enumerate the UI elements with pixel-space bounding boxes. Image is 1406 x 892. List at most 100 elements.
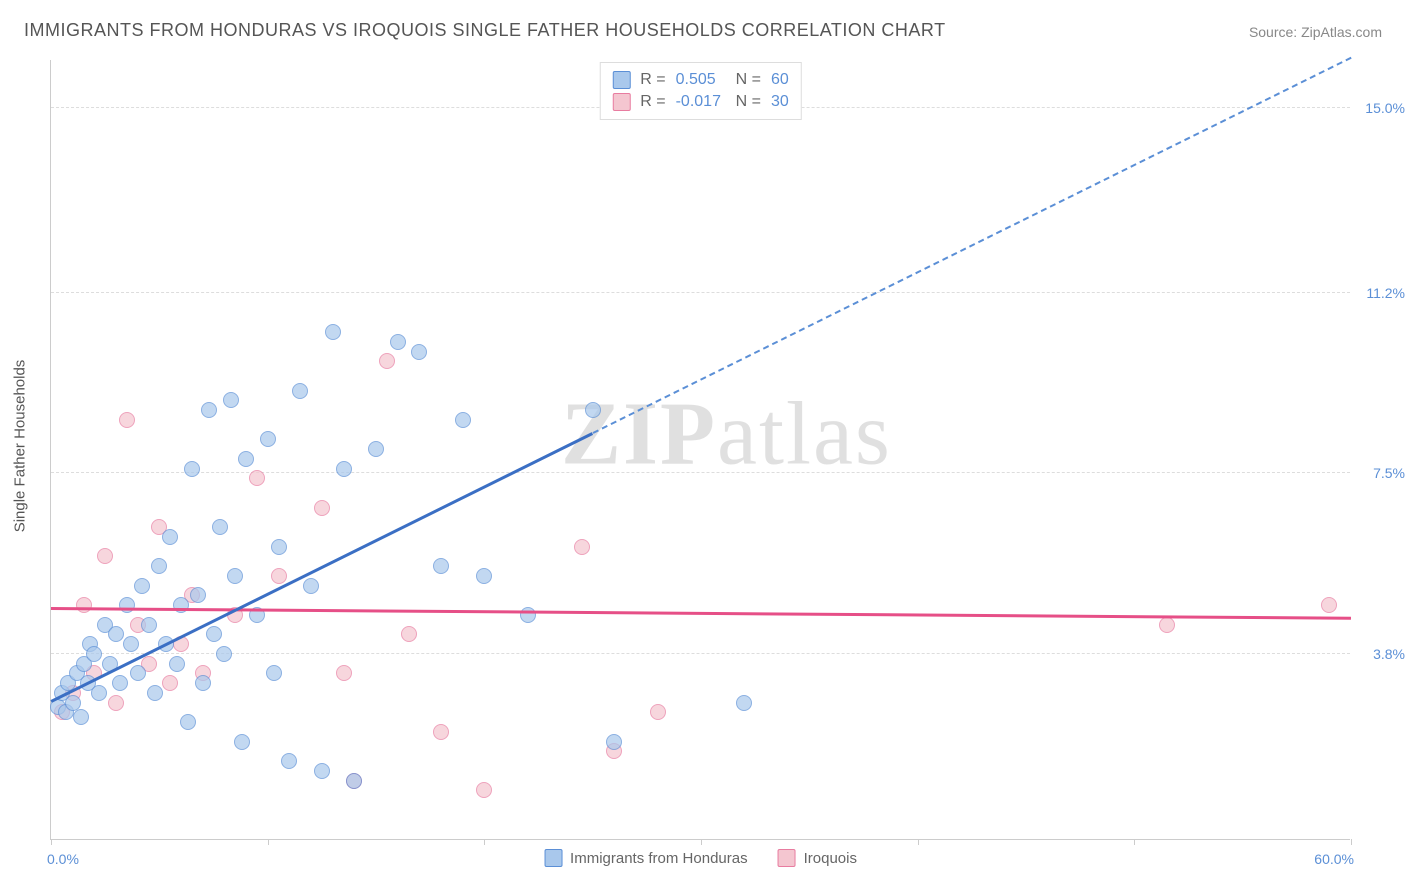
data-point-s1	[325, 324, 341, 340]
legend-label-s1: Immigrants from Honduras	[570, 850, 748, 867]
data-point-s2	[162, 675, 178, 691]
data-point-s2	[314, 500, 330, 516]
data-point-s1	[216, 646, 232, 662]
data-point-s1	[65, 695, 81, 711]
r-label-s2: R =	[640, 93, 665, 111]
n-value-s1: 60	[771, 71, 789, 89]
data-point-s1	[292, 383, 308, 399]
data-point-s2	[108, 695, 124, 711]
data-point-s1	[169, 656, 185, 672]
data-point-s1	[147, 685, 163, 701]
x-tick	[484, 839, 485, 845]
data-point-s1	[141, 617, 157, 633]
data-point-s1	[195, 675, 211, 691]
x-tick	[701, 839, 702, 845]
correlation-chart: IMMIGRANTS FROM HONDURAS VS IROQUOIS SIN…	[0, 0, 1406, 892]
y-axis-title: Single Father Households	[12, 360, 29, 533]
legend-row-s1: R = 0.505 N = 60	[612, 69, 788, 91]
x-tick	[918, 839, 919, 845]
data-point-s2	[433, 724, 449, 740]
r-value-s1: 0.505	[676, 71, 726, 89]
gridline: 11.2%	[51, 292, 1350, 293]
data-point-s1	[123, 636, 139, 652]
plot-area: R = 0.505 N = 60 R = -0.017 N = 30 ZIPat…	[50, 60, 1350, 840]
legend-swatch-s1-icon	[544, 849, 562, 867]
data-point-s1	[119, 597, 135, 613]
data-point-s2	[401, 626, 417, 642]
data-point-s2	[1321, 597, 1337, 613]
x-axis-min-label: 0.0%	[47, 851, 79, 867]
data-point-s1	[223, 392, 239, 408]
data-point-s1	[190, 587, 206, 603]
data-point-s2	[119, 412, 135, 428]
data-point-s2	[379, 353, 395, 369]
x-axis-max-label: 60.0%	[1314, 851, 1354, 867]
data-point-s1	[314, 763, 330, 779]
data-point-s1	[368, 441, 384, 457]
data-point-s1	[151, 558, 167, 574]
data-point-s1	[108, 626, 124, 642]
source-label: Source: ZipAtlas.com	[1249, 24, 1382, 40]
data-point-s1	[73, 709, 89, 725]
data-point-s1	[585, 402, 601, 418]
data-point-s2	[336, 665, 352, 681]
data-point-s1	[390, 334, 406, 350]
y-tick-label: 11.2%	[1366, 285, 1405, 301]
data-point-s1	[184, 461, 200, 477]
legend-label-s2: Iroquois	[804, 850, 857, 867]
legend-item-s1: Immigrants from Honduras	[544, 849, 748, 867]
data-point-s1	[736, 695, 752, 711]
y-tick-label: 15.0%	[1365, 100, 1405, 116]
data-point-s1	[271, 539, 287, 555]
data-point-s2	[650, 704, 666, 720]
data-point-s2	[76, 597, 92, 613]
data-point-s1	[112, 675, 128, 691]
data-point-s1	[162, 529, 178, 545]
data-point-s2	[1159, 617, 1175, 633]
data-point-s2	[271, 568, 287, 584]
swatch-s2-icon	[612, 93, 630, 111]
data-point-s2	[249, 470, 265, 486]
n-label-s1: N =	[736, 71, 761, 89]
data-point-s1	[234, 734, 250, 750]
x-tick	[1134, 839, 1135, 845]
data-point-s1	[91, 685, 107, 701]
watermark-zip: ZIP	[561, 384, 717, 483]
gridline: 7.5%	[51, 472, 1350, 473]
data-point-s1	[180, 714, 196, 730]
r-label-s1: R =	[640, 71, 665, 89]
trend-line-s2	[51, 607, 1351, 619]
data-point-s1	[227, 568, 243, 584]
data-point-s1	[212, 519, 228, 535]
r-value-s2: -0.017	[676, 93, 726, 111]
data-point-s1	[206, 626, 222, 642]
legend-swatch-s2-icon	[778, 849, 796, 867]
data-point-s1	[476, 568, 492, 584]
data-point-s1	[130, 665, 146, 681]
gridline: 3.8%	[51, 653, 1350, 654]
legend-row-s2: R = -0.017 N = 30	[612, 91, 788, 113]
data-point-s1	[606, 734, 622, 750]
data-point-s2	[97, 548, 113, 564]
legend-series: Immigrants from Honduras Iroquois	[544, 849, 857, 867]
y-tick-label: 7.5%	[1373, 465, 1405, 481]
y-tick-label: 3.8%	[1373, 646, 1405, 662]
data-point-s2	[476, 782, 492, 798]
data-point-s1	[455, 412, 471, 428]
data-point-s1	[281, 753, 297, 769]
data-point-s1	[303, 578, 319, 594]
data-point-s1	[134, 578, 150, 594]
watermark-atlas: atlas	[717, 384, 892, 483]
n-label-s2: N =	[736, 93, 761, 111]
data-point-s1	[201, 402, 217, 418]
data-point-s1	[346, 773, 362, 789]
data-point-s2	[574, 539, 590, 555]
data-point-s1	[266, 665, 282, 681]
legend-correlation: R = 0.505 N = 60 R = -0.017 N = 30	[599, 62, 801, 120]
data-point-s1	[238, 451, 254, 467]
data-point-s1	[173, 597, 189, 613]
data-point-s1	[260, 431, 276, 447]
x-tick	[268, 839, 269, 845]
watermark: ZIPatlas	[561, 382, 892, 485]
legend-item-s2: Iroquois	[778, 849, 857, 867]
